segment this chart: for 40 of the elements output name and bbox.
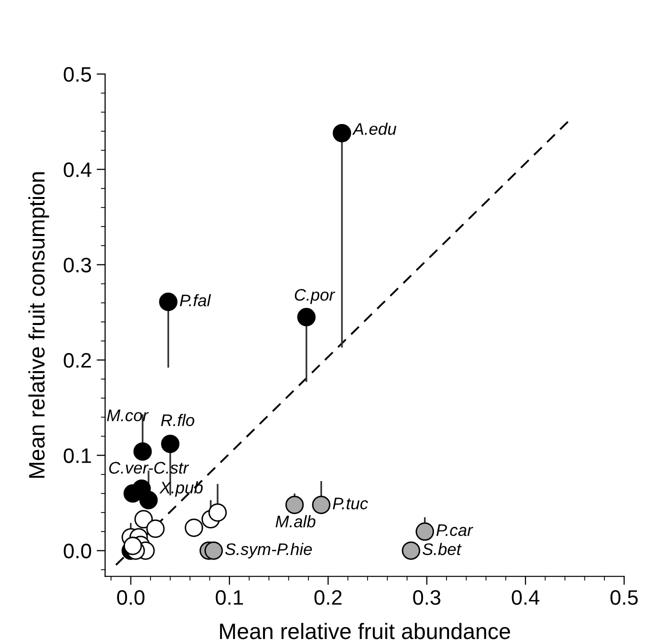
x-tick-label: 0.3	[413, 590, 440, 605]
point	[416, 522, 434, 541]
annotation: S.bet	[422, 542, 462, 556]
annotation: S.sym-P.hie	[225, 542, 312, 558]
point	[285, 496, 304, 514]
point	[332, 124, 352, 142]
y-tick-label: 0.3	[64, 258, 92, 272]
annotation: P.car	[436, 524, 474, 536]
y-tick-label: 0.0	[64, 544, 92, 558]
point	[312, 496, 330, 514]
y-tick-label: 0.4	[64, 162, 92, 178]
point	[134, 510, 153, 528]
point	[204, 541, 223, 560]
point	[146, 520, 165, 538]
x-tick-label: 0.4	[512, 590, 540, 605]
annotation: C.por	[294, 288, 336, 304]
y-tick-label: 0.1	[64, 448, 91, 464]
annotation: R.flo	[161, 414, 194, 426]
point	[297, 308, 316, 326]
x-tick-label: 0.1	[216, 590, 243, 605]
annotation: A.edu	[352, 122, 396, 135]
point	[159, 292, 178, 312]
y-tick-label: 0.5	[64, 67, 92, 82]
point	[161, 434, 180, 454]
point	[402, 541, 420, 560]
x-tick-label: 0.2	[314, 590, 342, 605]
y-axis-title: Mean relative fruit consumption	[28, 172, 50, 478]
point	[139, 490, 158, 510]
x-tick-label: 0.5	[610, 590, 638, 605]
x-tick-label: 0.0	[117, 590, 144, 605]
point	[208, 503, 227, 522]
annotation: M.cor	[107, 410, 149, 422]
point	[124, 536, 142, 556]
point	[184, 518, 204, 537]
point	[133, 442, 152, 461]
y-tick-label: 0.2	[64, 353, 91, 368]
annotation: M.alb	[276, 515, 316, 528]
x-axis-title: Mean relative fruit abundance	[220, 622, 510, 640]
annotation: P.fal	[180, 294, 211, 306]
annotation: P.tuc	[332, 498, 368, 510]
